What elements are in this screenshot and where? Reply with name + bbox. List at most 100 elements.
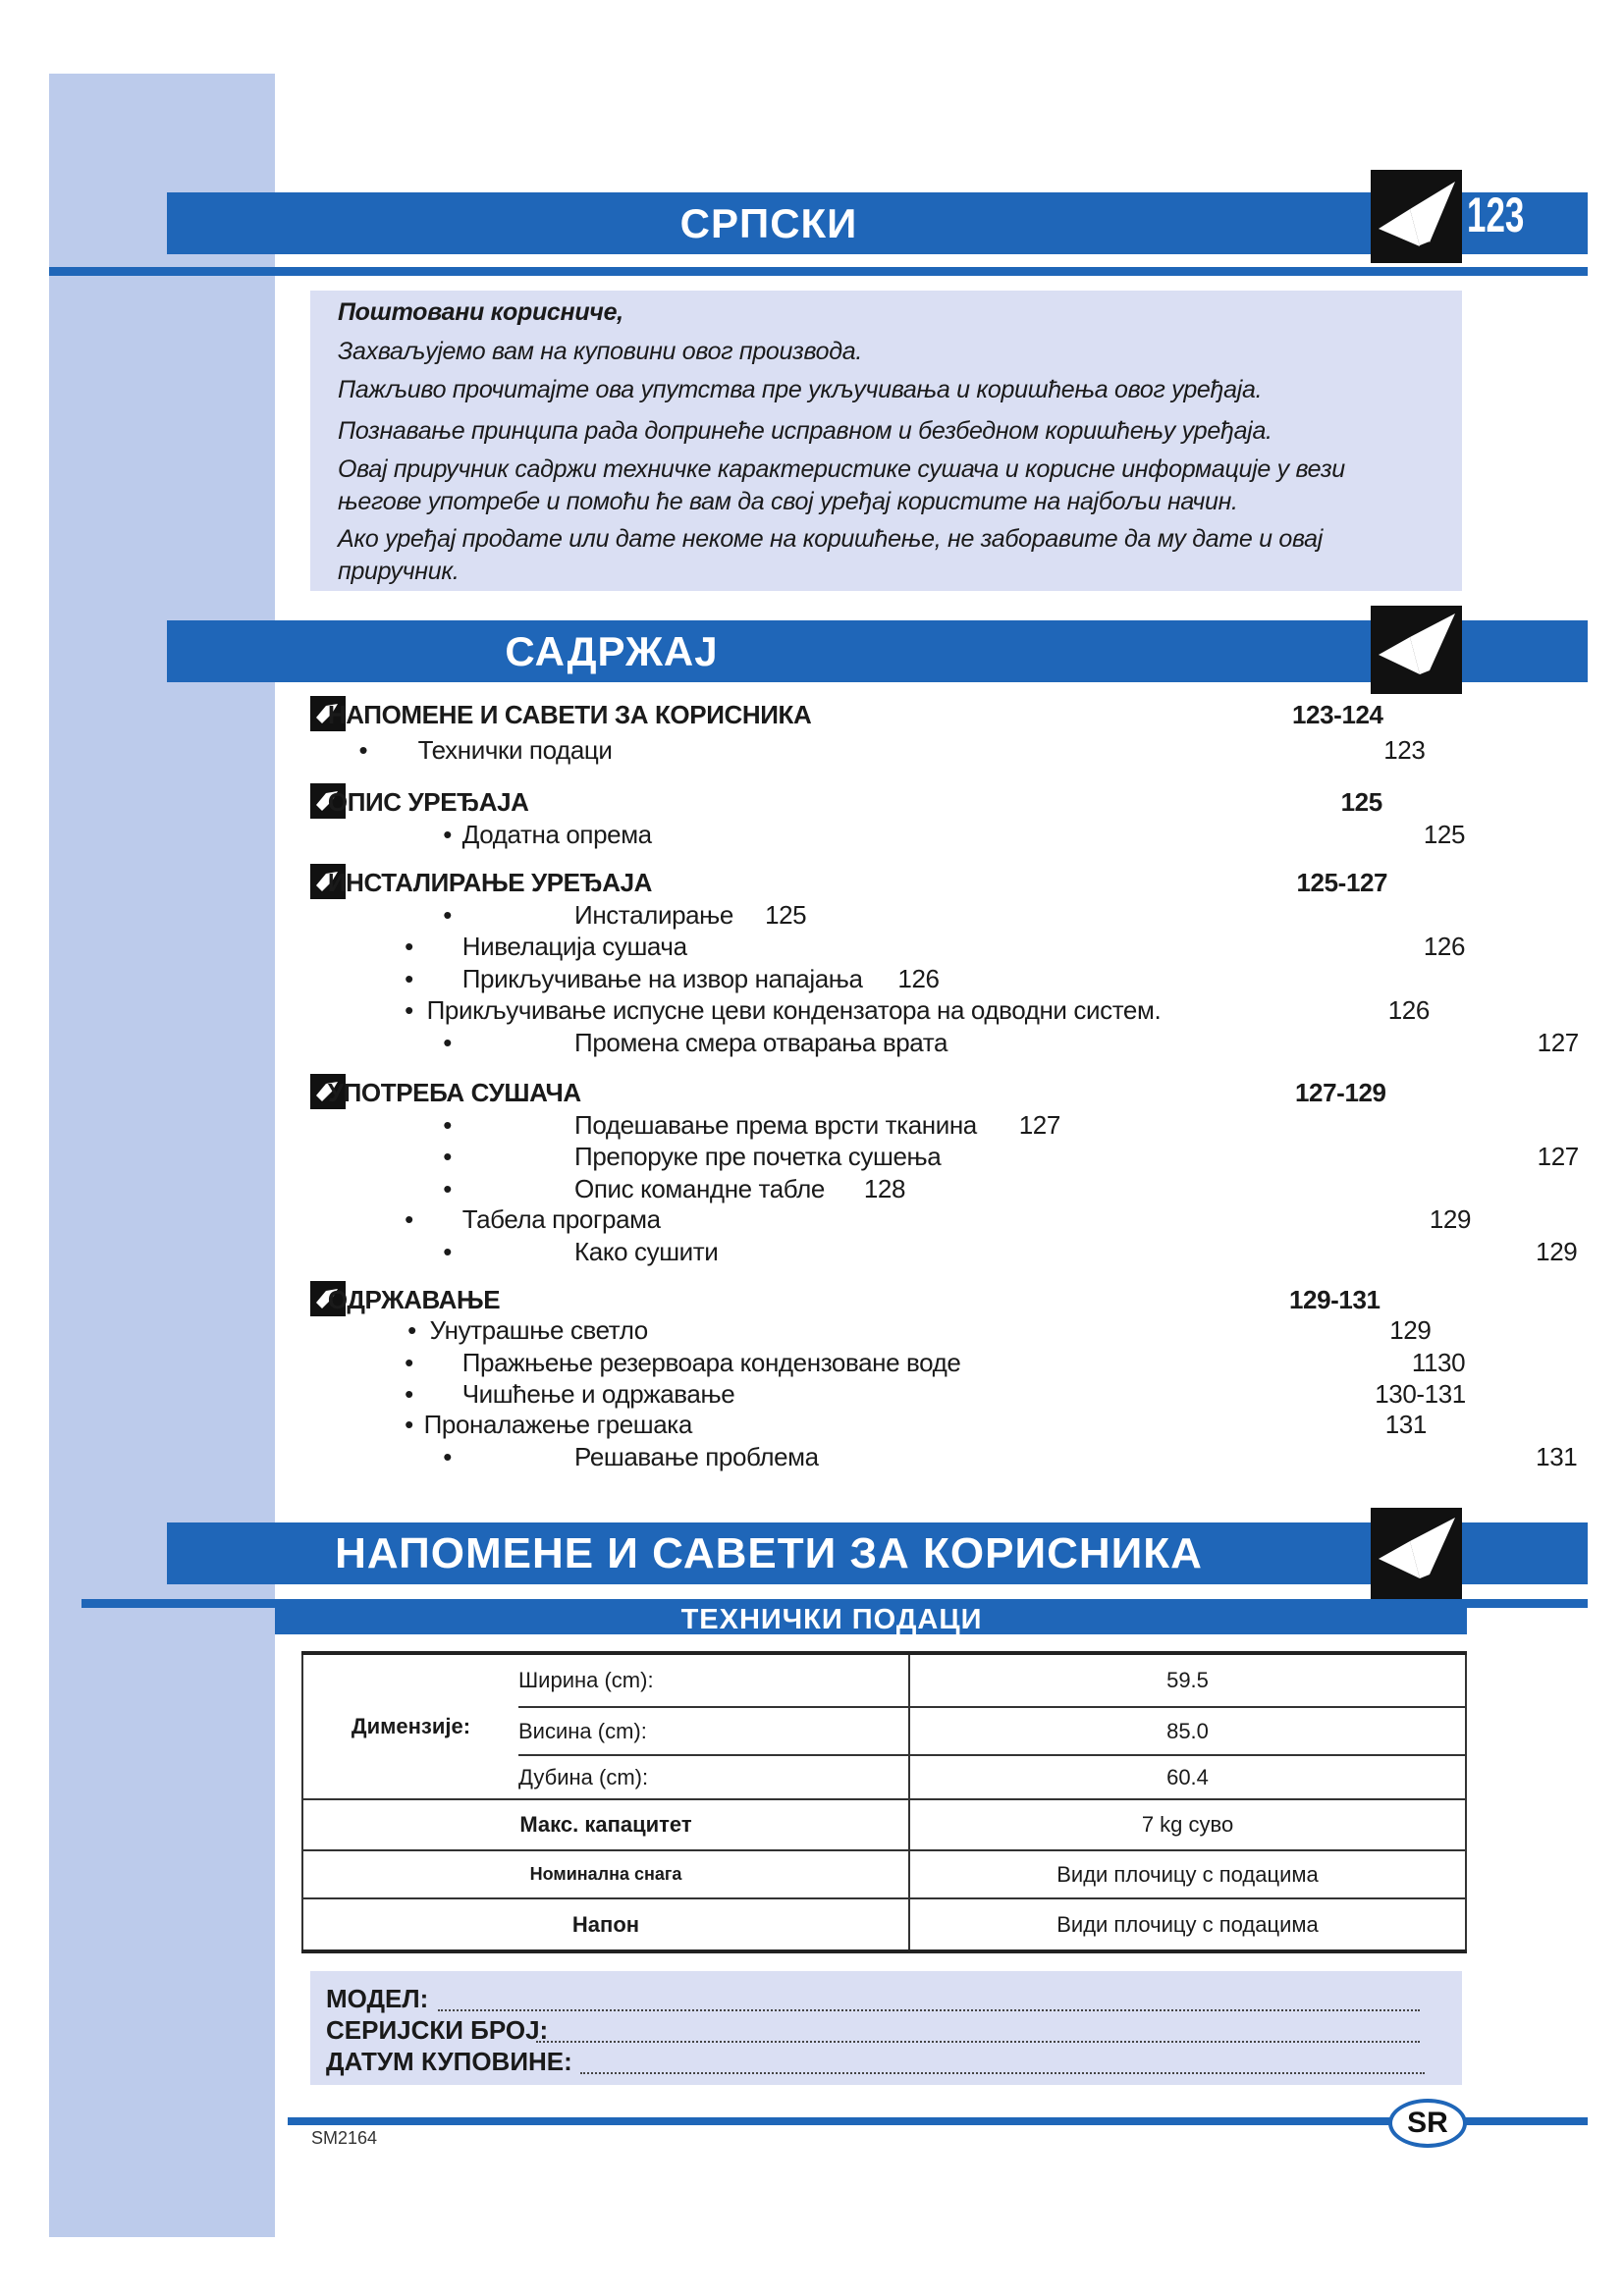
toc-page-number: 129 (1389, 1315, 1432, 1346)
power-value: Види плочицу с подацима (908, 1849, 1467, 1899)
intro-box: Поштовани корисниче, Захваљујемо вам на … (310, 291, 1462, 591)
toc-page-number: 125 (765, 900, 807, 931)
model-field[interactable] (438, 2009, 1420, 2011)
depth-value: 60.4 (908, 1754, 1467, 1800)
toc-entry-text[interactable]: ОДРЖАВАЊЕ (327, 1284, 501, 1314)
toc-page-number: 125 (1423, 819, 1466, 849)
notes-divider (81, 1599, 1588, 1608)
dimensions-label: Димензије: (301, 1652, 518, 1800)
header-divider (49, 267, 1588, 276)
toc-page-number: 123 (1383, 735, 1426, 766)
toc-page-number: 130-131 (1375, 1378, 1466, 1409)
bullet: • (405, 994, 413, 1025)
toc-entry-text[interactable]: Пражњење резервоара кондензоване воде (461, 1348, 961, 1378)
toc-entry-text[interactable]: Додатна опрема (461, 819, 652, 849)
toc-entry-text[interactable]: Унутрашње светло (429, 1315, 649, 1346)
intro-line: приручник. (338, 558, 460, 585)
bullet: • (405, 1378, 413, 1409)
serial-field[interactable] (536, 2041, 1420, 2043)
toc-page-number: 127 (1018, 1110, 1061, 1141)
toc-page-number: 127 (1537, 1141, 1580, 1171)
toc-entry-text[interactable]: Проналажење грешака (423, 1410, 693, 1440)
intro-line: Ако уређај продате или дате некоме на ко… (338, 525, 1324, 553)
tech-spec-table: Димензије: Ширина (cm): 59.5 Висина (cm)… (301, 1651, 1467, 1953)
height-value: 85.0 (908, 1706, 1467, 1756)
purchase-date-field[interactable] (580, 2072, 1425, 2074)
section-hand-icon (310, 1073, 346, 1109)
table-row: Напон Види плочицу с подацима (301, 1897, 1467, 1952)
header-bar (167, 192, 1588, 254)
table-row: Димензије: Ширина (cm): 59.5 (301, 1652, 1467, 1800)
contents-title: САДРЖАЈ (505, 628, 719, 674)
contents-header-bar (167, 620, 1588, 682)
toc-entry-text[interactable]: Технички подаци (417, 735, 613, 766)
depth-label: Дубина (cm): (518, 1754, 910, 1800)
toc-entry-text[interactable]: Чишћење и одржавање (461, 1378, 735, 1409)
model-info-box: МОДЕЛ: СЕРИЈСКИ БРОЈ: ДАТУМ КУПОВИНЕ: (310, 1971, 1462, 2085)
toc-entry-text[interactable]: Инсталирање (574, 900, 733, 931)
purchase-date-label: ДАТУМ КУПОВИНЕ: (326, 2047, 572, 2076)
toc-entry-text[interactable]: ОПИС УРЕЂАЈА (327, 786, 529, 817)
table-row: Дубина (cm): 60.4 (302, 1754, 1467, 1800)
bullet: • (443, 1237, 452, 1267)
toc-page-number: 131 (1384, 1410, 1428, 1440)
open-book-icon (1371, 606, 1462, 694)
intro-line: Захваљујемо вам на куповини овог произво… (338, 338, 863, 365)
open-book-icon (1371, 170, 1462, 263)
intro-line: Овај приручник садржи техничке карактери… (338, 455, 1345, 483)
toc-entry-text[interactable]: Нивелација сушача (461, 932, 687, 962)
toc-entry-text[interactable]: Препоруке пре почетка сушења (574, 1141, 942, 1171)
table-row: Висина (cm): 85.0 (302, 1706, 1467, 1756)
section-hand-icon (310, 782, 346, 819)
notes-title: НАПОМЕНЕ И САВЕТИ ЗА КОРИСНИКА (335, 1529, 1203, 1577)
capacity-label: Макс. капацитет (301, 1798, 910, 1851)
bullet: • (405, 932, 413, 962)
toc-entry-text[interactable]: Прикључивање на извор напајања (461, 964, 863, 994)
bullet: • (443, 1110, 452, 1141)
height-label: Висина (cm): (518, 1706, 910, 1756)
footer-line (288, 2117, 1588, 2125)
language-badge: SR (1388, 2099, 1467, 2148)
intro-line: Пажљиво прочитајте ова упутства пре укљу… (338, 376, 1263, 403)
toc-entry-text[interactable]: Решавање проблема (574, 1442, 819, 1472)
toc-entry-text[interactable]: ИНСТАЛИРАЊЕ УРЕЂАЈА (327, 868, 653, 898)
table-row: Номинална снага Види плочицу с подацима (301, 1849, 1467, 1899)
section-hand-icon (310, 695, 346, 731)
model-label: МОДЕЛ: (326, 1984, 429, 2013)
toc-page-number: 127-129 (1295, 1077, 1386, 1107)
toc-entry-text[interactable]: Подешавање према врсти тканина (574, 1110, 977, 1141)
greeting: Поштовани корисниче, (338, 298, 623, 326)
toc-page-number: 126 (897, 964, 940, 994)
toc-entry-text[interactable]: НАПОМЕНЕ И САВЕТИ ЗА КОРИСНИКА (327, 699, 812, 729)
toc-entry-text[interactable]: Како сушити (574, 1237, 719, 1267)
notes-header-bar (167, 1522, 1588, 1584)
toc-page-number: 1130 (1411, 1348, 1466, 1378)
subtitle-bar (275, 1605, 1467, 1634)
toc-entry-text[interactable]: Промена смера отварања врата (574, 1027, 948, 1057)
page-number: 123 (1467, 187, 1525, 242)
bullet: • (443, 819, 452, 849)
bullet: • (405, 1348, 413, 1378)
serial-label: СЕРИЈСКИ БРОЈ: (326, 2015, 549, 2045)
voltage-value: Види плочицу с подацима (908, 1897, 1467, 1952)
toc-entry-text[interactable]: УПОТРЕБА СУШАЧА (327, 1077, 581, 1107)
toc-page-number: 131 (1536, 1442, 1578, 1472)
width-value: 59.5 (908, 1652, 1467, 1708)
tech-data-subtitle: ТЕХНИЧКИ ПОДАЦИ (680, 1604, 983, 1635)
section-hand-icon (310, 864, 346, 900)
toc-entry-text[interactable]: Опис командне табле (574, 1173, 825, 1203)
intro-line: његове употребе и помоћи ће вам да свој … (338, 488, 1238, 515)
toc-page-number: 123-124 (1292, 699, 1383, 729)
toc-entry-text[interactable]: Табела програма (461, 1204, 661, 1235)
open-book-icon (1371, 1508, 1462, 1599)
toc-page-number: 127 (1537, 1027, 1580, 1057)
toc-page-number: 125 (1340, 786, 1383, 817)
bullet: • (407, 1315, 416, 1346)
width-label: Ширина (cm): (518, 1653, 910, 1708)
left-sidebar-stripe (49, 74, 275, 2237)
toc-entry-text[interactable]: Прикључивање испусне цеви кондензатора н… (426, 994, 1162, 1025)
toc-page-number: 126 (1423, 932, 1466, 962)
capacity-value: 7 kg суво (908, 1798, 1467, 1851)
section-hand-icon (310, 1280, 346, 1316)
